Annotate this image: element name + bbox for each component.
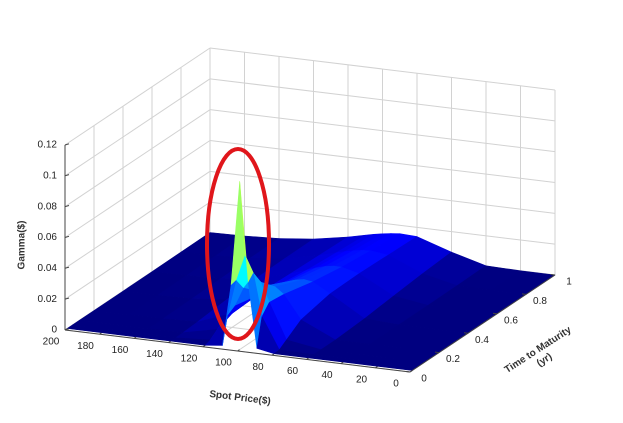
y-tick-label: 0 xyxy=(421,374,427,385)
highlight-ellipse xyxy=(205,147,271,341)
z-tick-label: 0.04 xyxy=(38,263,58,274)
x-tick xyxy=(168,340,171,344)
x-tick xyxy=(271,353,275,356)
z-tick xyxy=(64,297,70,300)
x-tick-label: 0 xyxy=(393,379,399,390)
y-tick xyxy=(521,293,527,295)
y-tick xyxy=(463,332,469,334)
grid-line xyxy=(64,78,211,177)
x-tick-label: 160 xyxy=(112,345,129,356)
z-tick-label: 0.06 xyxy=(38,232,58,243)
y-axis-label-line: Time to Maturity xyxy=(503,324,574,375)
x-tick xyxy=(99,332,102,335)
x-tick xyxy=(133,336,137,339)
y-axis-label: Time to Maturity (yr) xyxy=(503,324,574,375)
x-tick-label: 100 xyxy=(215,358,232,369)
z-tick-label: 0.02 xyxy=(38,294,58,305)
y-tick-label: 0.6 xyxy=(504,315,518,326)
x-tick-label: 180 xyxy=(77,341,94,352)
z-tick-label: 0.08 xyxy=(38,201,58,212)
x-tick xyxy=(375,366,378,369)
y-axis-line xyxy=(409,274,556,373)
x-axis-label: Spot Price($) xyxy=(209,389,272,407)
z-tick-label: 0 xyxy=(51,325,57,336)
x-tick-label: 40 xyxy=(321,370,333,381)
x-tick-label: 20 xyxy=(356,374,368,385)
y-tick xyxy=(434,351,440,354)
z-axis-label: Gamma($) xyxy=(17,221,28,270)
x-tick-label: 200 xyxy=(43,337,60,348)
x-tick xyxy=(202,345,206,348)
x-tick xyxy=(340,361,344,365)
grid-line xyxy=(64,140,211,238)
y-tick xyxy=(405,371,411,373)
x-tick-label: 120 xyxy=(181,353,198,364)
grid-line xyxy=(64,201,211,300)
y-tick-label: 0.4 xyxy=(475,335,489,346)
x-tick-label: 60 xyxy=(287,366,299,377)
x-tick-label: 140 xyxy=(146,349,163,360)
y-tick-label: 0.2 xyxy=(446,354,460,365)
grid-line xyxy=(64,109,211,208)
z-tick xyxy=(64,328,70,331)
x-tick xyxy=(306,357,309,360)
y-tick xyxy=(492,312,498,315)
z-tick xyxy=(64,143,70,146)
z-tick xyxy=(64,266,70,269)
z-tick xyxy=(64,235,70,238)
x-tick xyxy=(237,349,240,352)
z-tick-label: 0.12 xyxy=(38,140,58,151)
y-tick xyxy=(550,274,556,276)
y-tick-label: 0.8 xyxy=(533,296,547,307)
grid-line xyxy=(64,170,211,269)
z-tick xyxy=(64,174,70,177)
axes: 02040608010012014016018020000.20.40.60.8… xyxy=(38,140,573,390)
z-tick-label: 0.1 xyxy=(43,170,57,181)
x-tick-label: 80 xyxy=(252,362,264,373)
y-tick-label: 1 xyxy=(566,277,572,288)
grid-line xyxy=(64,47,211,146)
x-tick xyxy=(409,370,413,373)
z-tick xyxy=(64,204,70,208)
